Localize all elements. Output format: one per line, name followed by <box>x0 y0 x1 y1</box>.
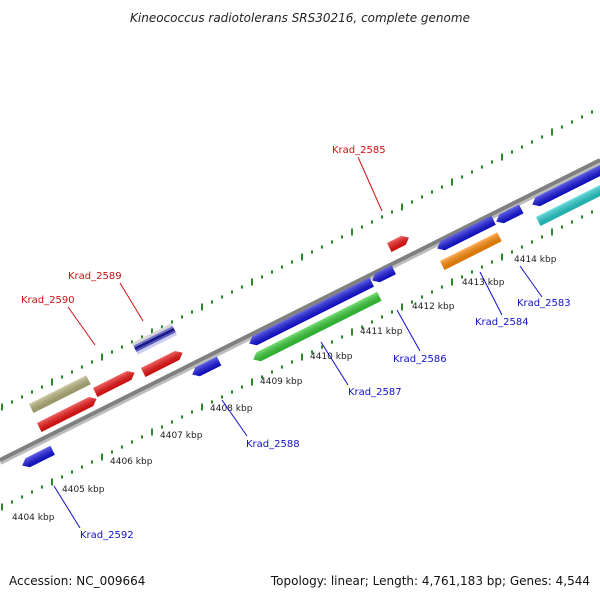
lower-tick-track <box>1 210 593 511</box>
tick-label-4406: 4406 kbp <box>110 457 153 467</box>
label-krad-2588[interactable]: Krad_2588 <box>246 439 300 450</box>
gene-blue-reverse-right-2[interactable] <box>494 204 524 225</box>
gene-krad-2587[interactable] <box>251 291 382 364</box>
label-krad-2584[interactable]: Krad_2584 <box>475 317 529 328</box>
tick-label-4412: 4412 kbp <box>412 302 455 312</box>
genome-backbone-line <box>0 158 600 462</box>
leader-krad-2583 <box>519 265 543 298</box>
gene-labels: Krad_2585 Krad_2589 Krad_2590 Krad_2583 … <box>21 145 571 541</box>
label-krad-2589[interactable]: Krad_2589 <box>68 271 122 282</box>
leader-krad-2585 <box>357 156 383 212</box>
gene-krad-2584[interactable] <box>440 232 502 270</box>
upper-tick-track <box>1 110 593 411</box>
tick-label-4410: 4410 kbp <box>310 352 353 362</box>
leader-krad-2588 <box>221 399 248 437</box>
label-krad-2586[interactable]: Krad_2586 <box>393 354 447 365</box>
gene-krad-2588[interactable] <box>190 356 222 379</box>
gene-blue-reverse-right-1[interactable] <box>435 215 496 253</box>
genome-summary-text: Topology: linear; Length: 4,761,183 bp; … <box>270 574 590 588</box>
gene-blue-reverse-far-right[interactable] <box>530 164 600 209</box>
gene-tan-forward[interactable] <box>29 375 91 413</box>
tick-label-4404: 4404 kbp <box>12 513 55 523</box>
leader-krad-2586 <box>396 309 421 352</box>
gene-blue-reverse-large[interactable] <box>247 277 374 348</box>
accession-text: Accession: NC_009664 <box>9 574 145 588</box>
label-krad-2585[interactable]: Krad_2585 <box>332 145 386 156</box>
tick-label-4411: 4411 kbp <box>360 327 403 337</box>
tick-label-4405: 4405 kbp <box>62 485 105 495</box>
tick-label-4408: 4408 kbp <box>210 404 253 414</box>
leader-krad-2584 <box>479 271 503 316</box>
gene-red-forward-3[interactable] <box>141 348 185 377</box>
label-leader-lines <box>53 156 543 529</box>
leader-krad-2589 <box>119 282 144 322</box>
tick-label-4409: 4409 kbp <box>260 377 303 387</box>
leader-krad-2590 <box>67 306 96 346</box>
gene-krad-2586[interactable] <box>370 265 396 285</box>
gene-red-forward-1[interactable] <box>37 394 99 432</box>
gene-striped-forward[interactable] <box>132 323 178 355</box>
label-krad-2587[interactable]: Krad_2587 <box>348 387 402 398</box>
forward-strand-features <box>29 233 411 432</box>
tick-label-4407: 4407 kbp <box>160 431 203 441</box>
map-title: Kineococcus radiotolerans SRS30216, comp… <box>130 11 470 25</box>
label-krad-2592[interactable]: Krad_2592 <box>80 530 134 541</box>
tick-label-4414: 4414 kbp <box>514 255 557 265</box>
leader-krad-2587 <box>320 341 349 386</box>
reverse-strand-features <box>20 164 600 470</box>
gene-krad-2592[interactable] <box>20 445 55 470</box>
leader-krad-2592 <box>53 485 81 529</box>
label-krad-2583[interactable]: Krad_2583 <box>517 298 571 309</box>
gene-red-forward-2[interactable] <box>93 368 137 397</box>
gene-krad-2583[interactable] <box>536 181 600 226</box>
gene-krad-2585[interactable] <box>387 233 411 252</box>
scale-labels: 4404 kbp 4405 kbp 4406 kbp 4407 kbp 4408… <box>12 255 557 523</box>
label-krad-2590[interactable]: Krad_2590 <box>21 295 75 306</box>
tick-label-4413: 4413 kbp <box>462 278 505 288</box>
